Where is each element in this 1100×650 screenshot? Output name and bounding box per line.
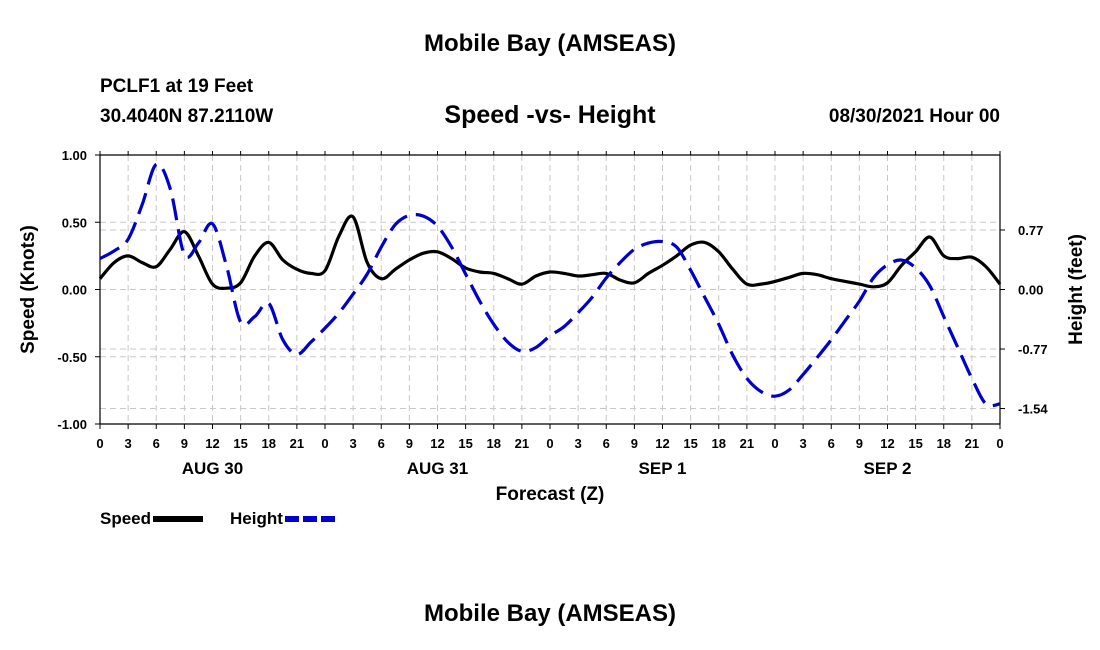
y2-tick-label: 0.00: [1018, 283, 1043, 298]
top-title: Mobile Bay (AMSEAS): [423, 30, 677, 57]
x-tick-label: 21: [290, 436, 304, 451]
x-tick-label: 18: [712, 436, 726, 451]
x-axis-title: Forecast (Z): [496, 484, 605, 505]
y-axis-title: Speed (Knots): [18, 225, 39, 354]
date-label: AUG 31: [407, 459, 468, 478]
x-tick-label: 3: [125, 436, 132, 451]
series-line-height: [99, 162, 1001, 408]
legend-speed-label: Speed: [100, 509, 152, 528]
x-tick-label: 0: [96, 436, 103, 451]
legend-height-swatch: [284, 516, 335, 522]
x-tick-label: 18: [262, 436, 276, 451]
x-tick-label: 15: [683, 436, 697, 451]
date-label: AUG 30: [182, 459, 243, 478]
y2-tick-label: 0.77: [1018, 223, 1043, 238]
y-tick-label: -0.50: [57, 350, 87, 365]
legend-speed: Speed: [100, 509, 204, 529]
x-tick-label: 0: [996, 436, 1003, 451]
plot-title: Speed -vs- Height: [444, 101, 656, 129]
x-tick-label: 12: [205, 436, 219, 451]
x-tick-label: 18: [937, 436, 951, 451]
y2-tick-label: -1.54: [1018, 402, 1048, 417]
legend-height: Height: [230, 509, 335, 529]
x-tick-label: 0: [771, 436, 778, 451]
x-tick-label: 9: [181, 436, 188, 451]
y2-axis-title: Height (feet): [1066, 234, 1087, 345]
x-tick-label: 9: [856, 436, 863, 451]
x-tick-label: 9: [631, 436, 638, 451]
x-tick-label: 3: [350, 436, 357, 451]
x-tick-label: 15: [233, 436, 247, 451]
x-tick-label: 6: [603, 436, 610, 451]
x-tick-label: 15: [458, 436, 472, 451]
y-tick-label: 0.50: [62, 215, 87, 230]
y-tick-label: 0.00: [62, 283, 87, 298]
x-tick-label: 3: [575, 436, 582, 451]
x-tick-label: 6: [153, 436, 160, 451]
x-tick-label: 12: [655, 436, 669, 451]
x-tick-label: 18: [487, 436, 501, 451]
series-line-speed: [98, 214, 1002, 291]
datestamp-label: 08/30/2021 Hour 00: [828, 106, 1000, 127]
x-tick-label: 6: [378, 436, 385, 451]
x-tick-label: 12: [430, 436, 444, 451]
x-tick-label: 12: [880, 436, 894, 451]
x-tick-label: 21: [515, 436, 529, 451]
date-label: SEP 1: [639, 459, 687, 478]
x-tick-label: 3: [800, 436, 807, 451]
y2-tick-label: -0.77: [1018, 342, 1048, 357]
x-tick-label: 15: [908, 436, 922, 451]
x-tick-label: 9: [406, 436, 413, 451]
x-tick-label: 21: [965, 436, 979, 451]
y-tick-label: -1.00: [57, 417, 87, 432]
station-label: PCLF1 at 19 Feet: [100, 76, 254, 97]
x-tick-label: 6: [828, 436, 835, 451]
y-tick-label: 1.00: [62, 148, 87, 163]
x-tick-label: 0: [546, 436, 553, 451]
legend-height-label: Height: [230, 509, 283, 528]
x-tick-label: 0: [321, 436, 328, 451]
x-tick-label: 21: [740, 436, 754, 451]
coordinates-label: 30.4040N 87.2110W: [100, 106, 274, 127]
date-label: SEP 2: [864, 459, 912, 478]
legend-speed-swatch: [153, 516, 204, 522]
bottom-title: Mobile Bay (AMSEAS): [423, 600, 677, 627]
